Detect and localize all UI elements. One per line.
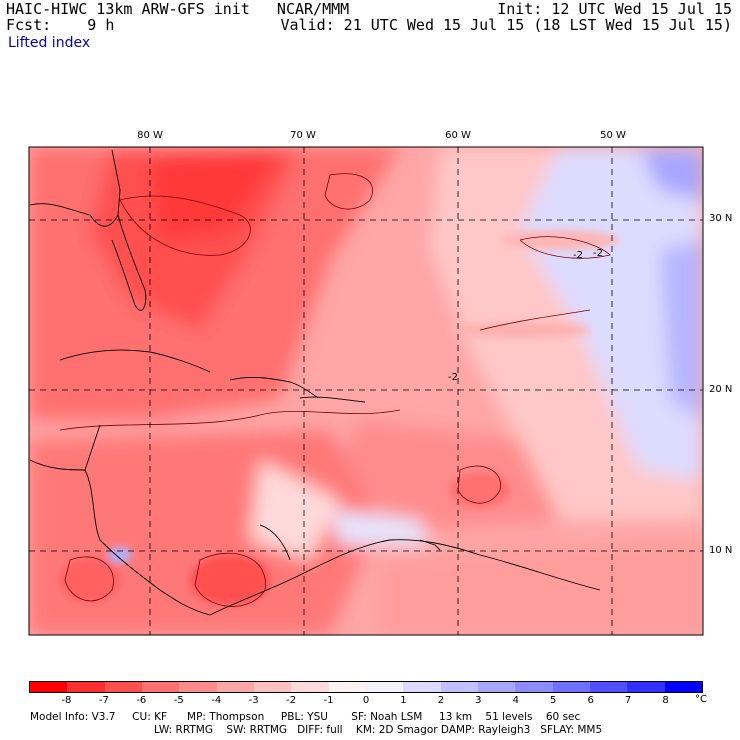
colorbar-label: -2 [286, 695, 297, 706]
lon-label-70w: 70 W [290, 130, 316, 141]
forecast-hour: Fcst: 9 h [6, 16, 115, 34]
colorbar-unit: °C [695, 694, 707, 705]
lat-label-20n: 20 N [709, 384, 733, 395]
contour-lines [59, 173, 611, 607]
colorbar-label: -6 [136, 695, 147, 706]
contour-label: -2 [448, 372, 458, 383]
colorbar-cell [179, 682, 217, 692]
colorbar-cell [403, 682, 441, 692]
colorbar-label: 6 [587, 695, 594, 706]
colorbar-cell [664, 682, 702, 692]
lon-label-50w: 50 W [600, 130, 626, 141]
lat-label-30n: 30 N [709, 213, 733, 224]
colorbar-cell [104, 682, 142, 692]
colorbar-cell [216, 682, 254, 692]
coastlines [29, 149, 601, 616]
colorbar-label: 7 [624, 695, 632, 706]
colorbar-label: 4 [512, 695, 519, 706]
colorbar-cell [328, 682, 366, 692]
colorbar-label: -7 [98, 695, 109, 706]
colorbar-label: 3 [475, 695, 482, 706]
colorbar-label: -1 [323, 695, 334, 706]
lifted-index-map: -2 -2 -2 [28, 146, 704, 636]
plot-title: HAIC-HIWC 13km ARW-GFS init NCAR/MMM [6, 0, 350, 18]
colorbar-label: -5 [173, 695, 184, 706]
colorbar-cell [477, 682, 516, 692]
colorbar-cell [515, 682, 553, 692]
colorbar-cell [67, 682, 105, 692]
colorbar-cell [365, 682, 404, 692]
colorbar-cell [552, 682, 590, 692]
colorbar-cell [253, 682, 292, 692]
init-time: Init: 12 UTC Wed 15 Jul 15 [497, 0, 732, 18]
contour-label: -2 [573, 250, 583, 261]
colorbar-label: -4 [211, 695, 222, 706]
colorbar-labels: -8 -7 -6 -5 -4 -3 -2 -1 0 1 2 3 4 5 6 7 8 [0, 695, 740, 709]
colorbar-cell [141, 682, 180, 692]
lat-label-10n: 10 N [709, 545, 733, 556]
model-info-line2: LW: RRTMG SW: RRTMG DIFF: full KM: 2D Sm… [154, 724, 603, 736]
colorbar-cell [627, 682, 665, 692]
colorbar-label: -8 [61, 695, 72, 706]
colorbar-label: 5 [550, 695, 557, 706]
colorbar-label: 0 [362, 695, 370, 706]
contour-label: -2 [593, 248, 603, 259]
lon-label-80w: 80 W [137, 130, 163, 141]
convective-cells [60, 230, 620, 605]
colorbar-cell [589, 682, 628, 692]
colorbar-cell [291, 682, 329, 692]
valid-time: Valid: 21 UTC Wed 15 Jul 15 (18 LST Wed … [280, 16, 732, 34]
lon-label-60w: 60 W [445, 130, 471, 141]
colorbar-label: 2 [437, 695, 445, 706]
colorbar [29, 681, 703, 693]
colorbar-cell [440, 682, 478, 692]
lat-lon-grid [29, 147, 703, 635]
field-name: Lifted index [8, 35, 91, 51]
colorbar-label: 1 [400, 695, 407, 706]
model-info-line1: Model Info: V3.7 CU: KF MP: Thompson PBL… [30, 711, 581, 723]
colorbar-cell [30, 682, 68, 692]
colorbar-label: -3 [248, 695, 259, 706]
map-frame [28, 146, 704, 636]
colorbar-label: 8 [662, 695, 669, 706]
